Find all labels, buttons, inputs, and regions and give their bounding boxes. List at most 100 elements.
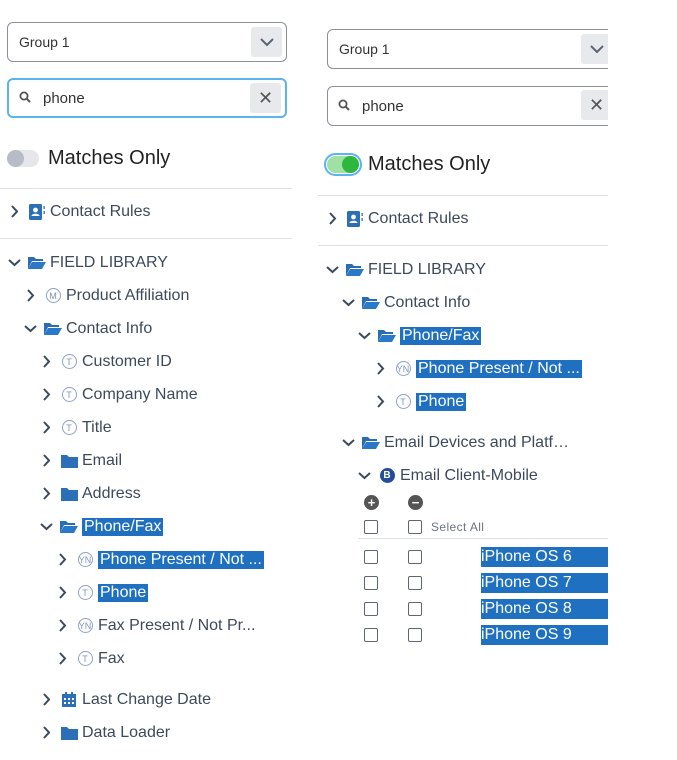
include-all-checkbox[interactable] <box>364 520 378 534</box>
chevron-right-icon[interactable] <box>38 388 54 401</box>
tree-item-label: Email Client-Mobile <box>400 466 538 484</box>
value-row[interactable]: iPhone OS 7 <box>364 573 608 593</box>
group-select[interactable]: Group 1 <box>7 22 287 62</box>
tree-item[interactable]: YN Phone Present / Not ... <box>318 352 608 385</box>
tree-children: Contact Info Phone/Fax YN Phone Present / N… <box>318 286 608 742</box>
group-select[interactable]: Group 1 <box>327 29 608 69</box>
include-checkbox[interactable] <box>364 602 378 616</box>
chevron-right-icon[interactable] <box>38 726 54 739</box>
divider <box>0 238 292 239</box>
chevron-down-icon[interactable] <box>6 258 22 267</box>
tree-item[interactable]: T Company Name <box>0 378 290 411</box>
tree-item[interactable]: T Title <box>0 411 290 444</box>
tree-item[interactable]: T Fax <box>0 642 290 675</box>
value-row[interactable]: iPhone OS 6 <box>364 547 608 567</box>
exclude-checkbox[interactable] <box>408 550 422 564</box>
m-circle-icon: M <box>44 287 62 305</box>
tree-item[interactable]: T Phone <box>0 576 290 609</box>
chevron-down-icon[interactable] <box>356 331 372 340</box>
chevron-right-icon[interactable] <box>54 619 70 632</box>
include-checkbox[interactable] <box>364 550 378 564</box>
chevron-down-icon[interactable] <box>581 34 608 64</box>
search-icon <box>338 98 350 115</box>
folder-open-icon <box>44 320 62 338</box>
chevron-right-icon[interactable] <box>372 395 388 408</box>
tree-item[interactable]: Email Devices and Platfo... <box>318 426 608 459</box>
tree-item[interactable]: YN Phone Present / Not ... <box>0 543 290 576</box>
matches-only-toggle[interactable]: Matches Only <box>324 149 490 179</box>
tree-item[interactable]: T Customer ID <box>0 345 290 378</box>
tree-item-label: Contact Rules <box>50 202 151 220</box>
select-all-label: Select All <box>431 520 485 534</box>
chevron-right-icon[interactable] <box>324 212 340 225</box>
add-icon[interactable]: + <box>364 494 379 510</box>
tree-item[interactable]: Address <box>0 477 290 510</box>
exclude-all-checkbox[interactable] <box>408 520 422 534</box>
chevron-right-icon[interactable] <box>54 652 70 665</box>
chevron-right-icon[interactable] <box>38 421 54 434</box>
tree-item[interactable]: Phone/Fax <box>318 319 608 352</box>
tree-item[interactable]: Contact Rules <box>318 202 469 235</box>
tree-children: YN Phone Present / Not ... T Phone <box>318 352 608 418</box>
t-circle-icon: T <box>60 386 78 404</box>
tree-item-label: Fax <box>98 649 125 667</box>
search-input[interactable]: phone ✕ <box>7 78 287 118</box>
tree-item[interactable]: Contact Info <box>318 286 608 319</box>
chevron-right-icon[interactable] <box>54 553 70 566</box>
remove-icon[interactable]: − <box>408 494 423 510</box>
chevron-down-icon[interactable] <box>22 324 38 333</box>
tree-item-label: Phone/Fax <box>400 326 482 345</box>
toggle-switch[interactable] <box>7 149 39 167</box>
include-checkbox[interactable] <box>364 628 378 642</box>
tree-item-label: Phone <box>98 583 149 602</box>
chevron-down-icon[interactable] <box>324 265 340 274</box>
tree-item[interactable]: Phone/Fax <box>0 510 290 543</box>
folder-icon <box>60 452 78 470</box>
tree-item[interactable]: Contact Rules <box>0 195 151 228</box>
chevron-right-icon[interactable] <box>38 693 54 706</box>
value-row[interactable]: iPhone OS 8 <box>364 599 608 619</box>
exclude-checkbox[interactable] <box>408 576 422 590</box>
tree-item[interactable]: YN Fax Present / Not Pr... <box>0 609 290 642</box>
b-circle-icon: B <box>378 467 396 485</box>
chevron-down-icon[interactable] <box>340 298 356 307</box>
tree-item-label: Email Devices and Platfo... <box>384 433 574 451</box>
field-library-tree: FIELD LIBRARY M Product Affiliation Contact… <box>0 246 290 757</box>
value-label: iPhone OS 9 <box>481 625 608 645</box>
chevron-right-icon[interactable] <box>22 289 38 302</box>
clear-search-button[interactable]: ✕ <box>581 90 608 120</box>
group-select-value: Group 1 <box>19 34 70 50</box>
tree-item-label: Phone/Fax <box>82 517 164 536</box>
chevron-down-icon[interactable] <box>251 27 282 57</box>
divider <box>0 188 292 189</box>
matches-only-toggle[interactable]: Matches Only <box>7 143 170 173</box>
tree-item-label: Product Affiliation <box>66 286 190 304</box>
tree-item-label: Data Loader <box>82 723 171 741</box>
tree-item[interactable]: Contact Info <box>0 312 290 345</box>
include-checkbox[interactable] <box>364 576 378 590</box>
chevron-down-icon[interactable] <box>340 438 356 447</box>
search-input[interactable]: phone ✕ <box>327 86 608 126</box>
tree-item[interactable]: FIELD LIBRARY <box>0 246 290 279</box>
chevron-down-icon[interactable] <box>356 471 372 480</box>
t-circle-icon: T <box>60 353 78 371</box>
tree-item[interactable]: T Phone <box>318 385 608 418</box>
toggle-switch[interactable] <box>324 152 362 176</box>
clear-search-button[interactable]: ✕ <box>250 83 281 113</box>
chevron-right-icon[interactable] <box>38 355 54 368</box>
exclude-checkbox[interactable] <box>408 628 422 642</box>
chevron-right-icon[interactable] <box>38 454 54 467</box>
chevron-right-icon[interactable] <box>6 205 22 218</box>
chevron-down-icon[interactable] <box>38 522 54 531</box>
tree-item[interactable]: Email <box>0 444 290 477</box>
exclude-checkbox[interactable] <box>408 602 422 616</box>
tree-item[interactable]: M Product Affiliation <box>0 279 290 312</box>
value-row[interactable]: iPhone OS 9 <box>364 625 608 645</box>
tree-item[interactable]: Last Change Date <box>0 683 290 716</box>
tree-item[interactable]: B Email Client-Mobile <box>318 459 608 492</box>
chevron-right-icon[interactable] <box>38 487 54 500</box>
tree-item[interactable]: Data Loader <box>0 716 290 749</box>
tree-item[interactable]: FIELD LIBRARY <box>318 253 608 286</box>
chevron-right-icon[interactable] <box>372 362 388 375</box>
chevron-right-icon[interactable] <box>54 586 70 599</box>
